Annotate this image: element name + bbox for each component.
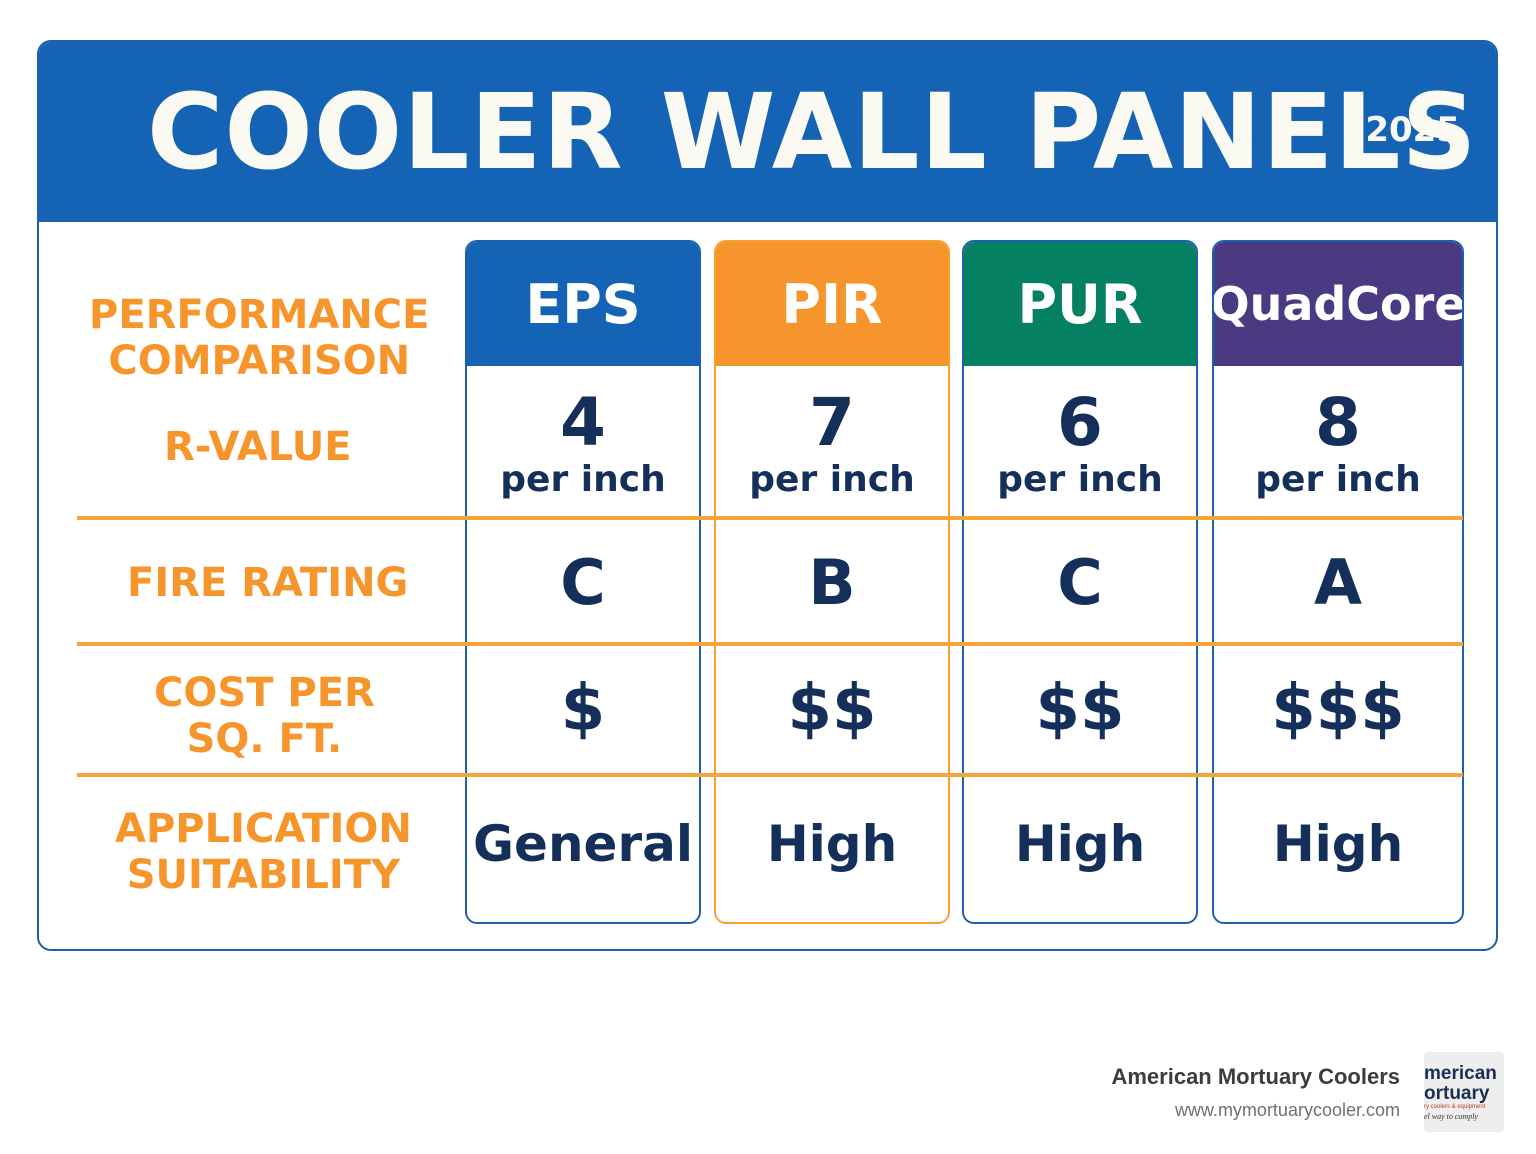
fire-rating-value: C (560, 546, 606, 619)
cost-value: $$$ (1271, 672, 1405, 746)
fire-rating-value: C (1057, 546, 1103, 619)
column-pur: PUR 6 per inch C $$ High (962, 240, 1198, 924)
column-header: PIR (716, 242, 948, 366)
fire-rating-value: B (808, 546, 856, 619)
row-divider (77, 642, 1463, 646)
r-value-number: 7 (809, 384, 855, 461)
logo-line: ry coolers & equipment (1424, 1104, 1486, 1110)
logo-line: merican (1424, 1063, 1497, 1084)
label-line: SUITABILITY (126, 852, 401, 898)
performance-comparison-label: PERFORMANCE COMPARISON (89, 292, 430, 384)
logo-line: el way to comply (1424, 1112, 1478, 1121)
row-divider (77, 773, 1463, 777)
label-line: APPLICATION (115, 806, 412, 852)
r-value-unit: per inch (749, 459, 915, 500)
page-title: COOLER WALL PANELS (147, 71, 1478, 193)
label-line: COMPARISON (108, 338, 411, 384)
cost-value: $$ (1035, 672, 1125, 746)
application-value: High (1272, 815, 1404, 873)
label-line: PERFORMANCE (89, 292, 430, 338)
r-value-number: 8 (1315, 384, 1361, 461)
row-divider (77, 516, 1463, 520)
comparison-card: COOLER WALL PANELS 2025 PERFORMANCE COMP… (37, 40, 1498, 951)
r-value-number: 6 (1057, 384, 1103, 461)
column-header: PUR (964, 242, 1196, 366)
application-label: APPLICATION SUITABILITY (115, 806, 412, 898)
application-value: High (1014, 815, 1146, 873)
fire-rating-value: A (1314, 546, 1362, 619)
r-value-number: 4 (560, 384, 606, 461)
application-value: General (473, 815, 693, 873)
year-label: 2025 (1365, 110, 1460, 150)
column-quadcore: QuadCore 8 per inch A $$$ High (1212, 240, 1464, 924)
company-url[interactable]: www.mymortuarycooler.com (1174, 1100, 1400, 1120)
column-header: QuadCore (1214, 242, 1462, 366)
r-value-unit: per inch (500, 459, 666, 500)
cost-value: $ (560, 672, 606, 746)
r-value-unit: per inch (1255, 459, 1421, 500)
r-value-label: R-VALUE (164, 424, 352, 470)
column-pir: PIR 7 per inch B $$ High (714, 240, 950, 924)
company-logo: merican ortuary ry coolers & equipment e… (1424, 1052, 1504, 1132)
title-banner: COOLER WALL PANELS 2025 (39, 42, 1496, 222)
column-header: EPS (467, 242, 699, 366)
column-eps: EPS 4 per inch C $ General (465, 240, 701, 924)
application-value: High (766, 815, 898, 873)
r-value-unit: per inch (997, 459, 1163, 500)
company-name: American Mortuary Coolers (1111, 1064, 1400, 1089)
cost-label: COST PER SQ. FT. (154, 670, 375, 762)
cost-value: $$ (787, 672, 877, 746)
label-line: COST PER (154, 670, 375, 716)
logo-line: ortuary (1424, 1083, 1490, 1104)
fire-rating-label: FIRE RATING (127, 560, 409, 606)
label-line: SQ. FT. (186, 716, 343, 762)
